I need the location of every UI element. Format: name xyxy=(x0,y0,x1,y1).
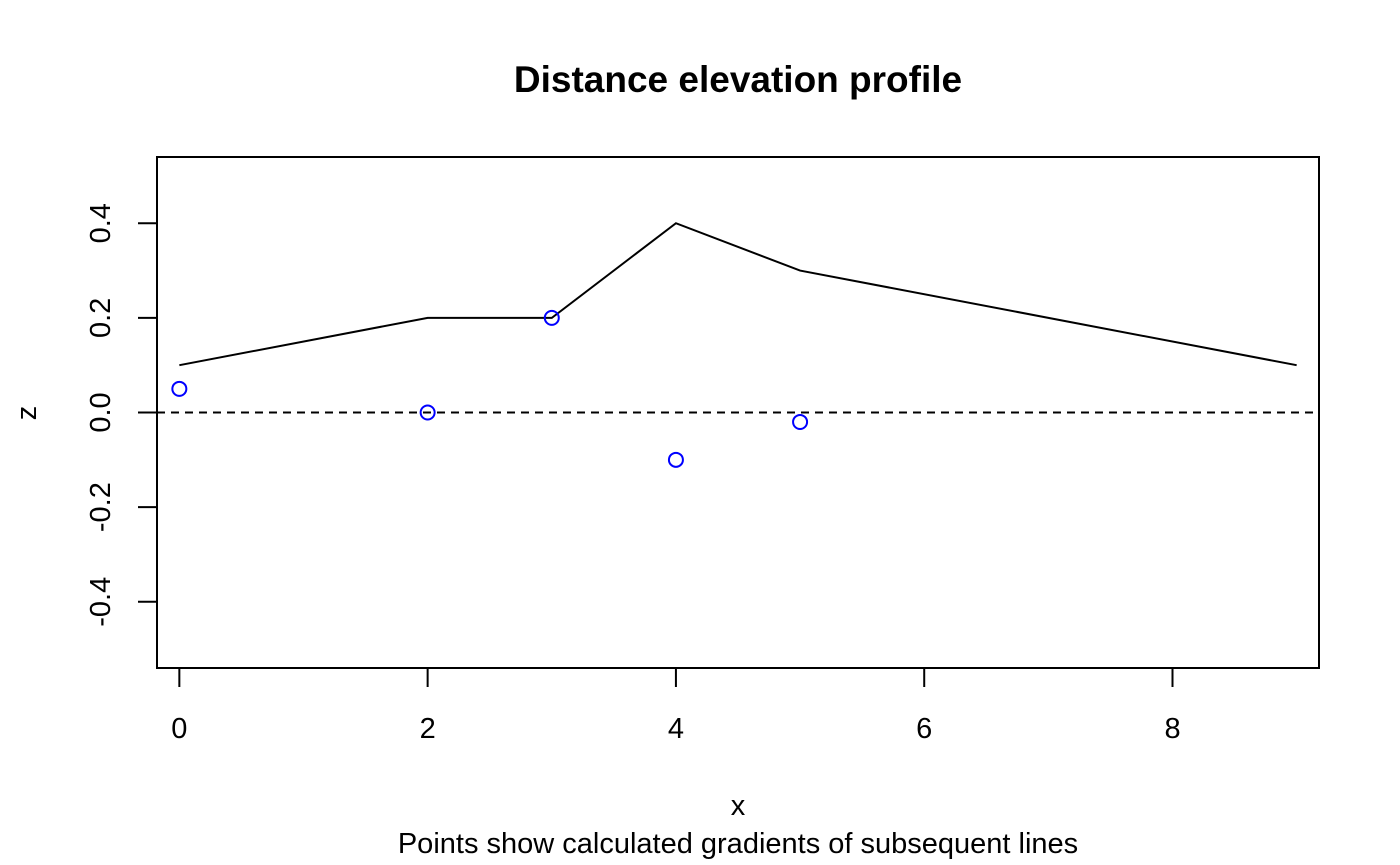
gradient-point xyxy=(543,309,560,326)
x-tick-label: 4 xyxy=(668,713,684,745)
elevation-line xyxy=(179,222,1297,367)
gradient-point xyxy=(792,413,809,430)
y-tick-label: -0.4 xyxy=(85,577,117,627)
chart-subtitle: Points show calculated gradients of subs… xyxy=(398,828,1078,860)
y-tick-label: -0.2 xyxy=(85,482,117,532)
gradient-point xyxy=(419,404,436,421)
x-tick-label: 2 xyxy=(420,713,436,745)
gradient-point xyxy=(667,451,684,468)
x-tick-label: 0 xyxy=(171,713,187,745)
y-axis-label: z xyxy=(11,406,43,421)
gradient-point xyxy=(171,380,188,397)
x-tick-label: 6 xyxy=(916,713,932,745)
y-tick-label: 0.2 xyxy=(85,298,117,338)
x-axis-label: x xyxy=(731,790,746,822)
y-tick-label: 0.0 xyxy=(85,392,117,432)
y-tick-label: 0.4 xyxy=(85,203,117,243)
x-tick-label: 8 xyxy=(1164,713,1180,745)
plot-area: 0 2 4 6 8 -0.4 -0.2 0.0 0.2 0.4 xyxy=(85,156,1320,745)
chart-title: Distance elevation profile xyxy=(514,59,962,100)
